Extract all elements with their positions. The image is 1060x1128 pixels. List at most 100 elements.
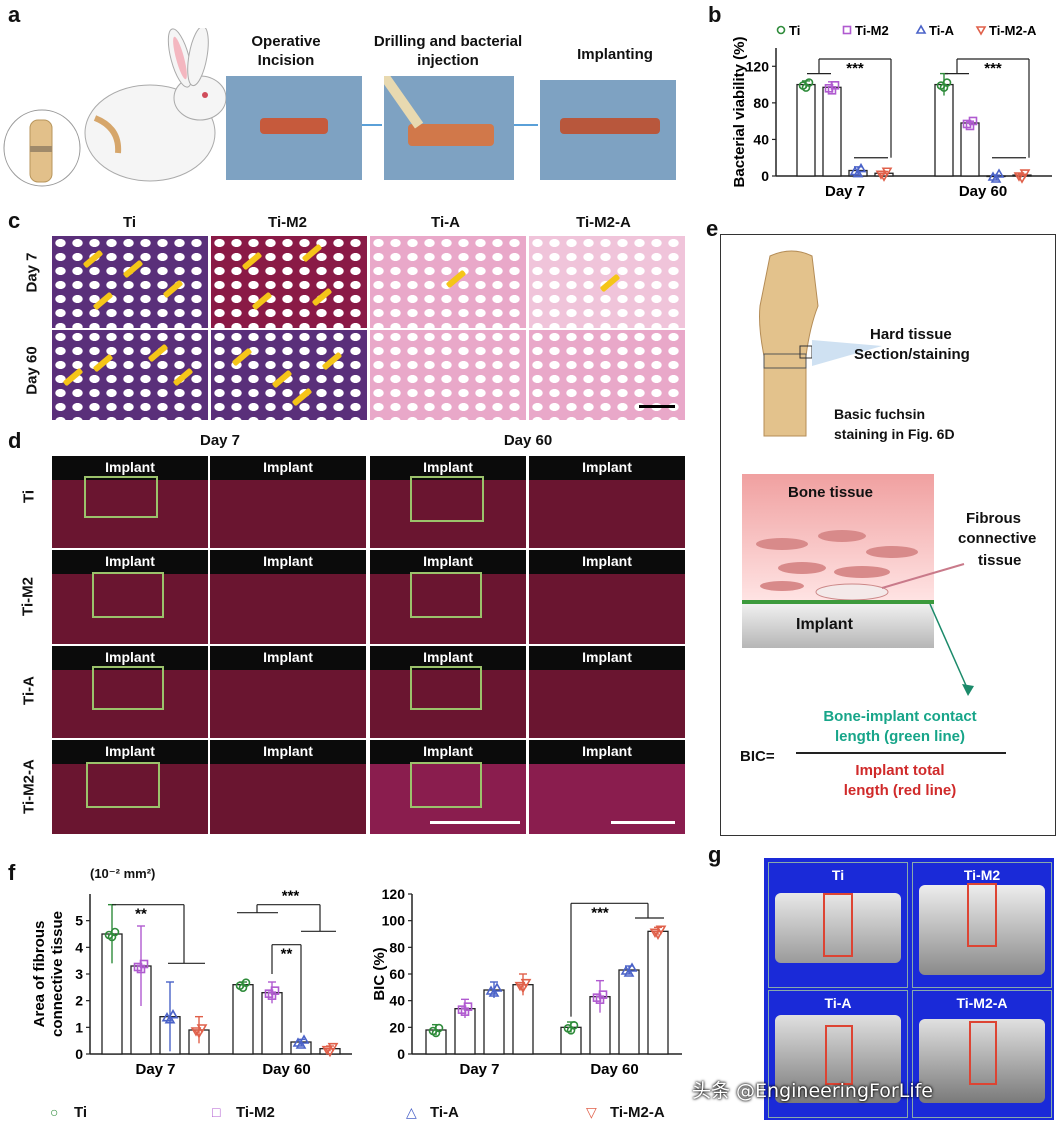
legend-marker bbox=[776, 25, 786, 35]
data-point bbox=[965, 121, 975, 131]
bone-ti-m2-day7-zoom: Implant bbox=[210, 550, 366, 644]
y-axis-label: Bacterial viability (%) bbox=[731, 37, 748, 188]
e-numerator-2: length (green line) bbox=[834, 728, 965, 745]
bone-ti-a-day7-zoom: Implant bbox=[210, 646, 366, 738]
arrow-step-2 bbox=[514, 124, 538, 126]
e-hard-tissue: Hard tissue bbox=[870, 326, 952, 343]
x-tick-label: Day 60 bbox=[590, 1061, 638, 1078]
e-implant: Implant bbox=[796, 616, 853, 633]
data-point bbox=[514, 981, 526, 992]
bar bbox=[647, 930, 669, 1055]
arrow-step-1 bbox=[362, 124, 382, 126]
legend-ti-a: Ti-A bbox=[430, 1104, 459, 1121]
e-staining-fig: staining in Fig. 6D bbox=[834, 426, 955, 442]
histology-ti-m2-day7 bbox=[211, 236, 367, 328]
e-denominator-1: Implant total bbox=[855, 762, 945, 779]
y-tick-label: 20 bbox=[389, 1019, 405, 1035]
data-point bbox=[566, 1026, 576, 1035]
e-numerator-1: Bone-implant contact bbox=[823, 708, 977, 725]
histology-ti-m2-day60 bbox=[211, 330, 367, 420]
data-point bbox=[190, 1027, 202, 1037]
data-point bbox=[649, 928, 661, 938]
d-row-ti: Ti bbox=[20, 489, 38, 504]
rabbit-illustration bbox=[3, 28, 227, 187]
y-tick-label: 1 bbox=[75, 1019, 83, 1035]
y-tick-label: 60 bbox=[389, 966, 405, 982]
fraction-bar bbox=[796, 752, 1006, 754]
data-point bbox=[626, 962, 638, 972]
panel-label-c: c bbox=[8, 208, 21, 233]
green-contact-line bbox=[742, 600, 934, 604]
data-point bbox=[939, 83, 949, 92]
bone-ti-m2-a-day60-overview: Implant bbox=[370, 740, 526, 834]
y-tick-label: 0 bbox=[75, 1046, 83, 1062]
legend-marker bbox=[842, 25, 852, 35]
data-point bbox=[136, 964, 146, 974]
sig-label: ** bbox=[281, 946, 293, 963]
y-tick-label: 80 bbox=[753, 95, 769, 111]
photo-implanting bbox=[540, 80, 676, 180]
micro-ct-ti-a: Ti-A bbox=[768, 990, 908, 1118]
data-point bbox=[1019, 169, 1031, 179]
x-tick-label: Day 60 bbox=[262, 1061, 310, 1078]
bottom-legend: ○ Ti □ Ti-M2 △ Ti-A ▽ Ti-M2-A bbox=[20, 1104, 700, 1124]
data-point bbox=[491, 982, 503, 992]
chart-fibrous-area: 0 1 2 3 4 5 Area of fibrous connective tissue Da… bbox=[31, 888, 352, 1078]
y-tick-label: 0 bbox=[761, 168, 769, 184]
data-point bbox=[520, 978, 532, 989]
data-point bbox=[827, 86, 837, 95]
histology-ti-m2-a-day60 bbox=[529, 330, 685, 420]
x-tick-label: Day 7 bbox=[459, 1061, 499, 1078]
bone-ti-a-day60-zoom: Implant bbox=[529, 646, 685, 738]
e-fibrous-3: tissue bbox=[978, 552, 1022, 569]
histology-ti-day7 bbox=[52, 236, 208, 328]
data-point bbox=[267, 991, 277, 1000]
y-tick-label: 40 bbox=[389, 993, 405, 1009]
c-row-day60: Day 60 bbox=[23, 346, 41, 395]
data-point bbox=[327, 1042, 339, 1053]
data-point bbox=[875, 170, 887, 180]
c-col-ti: Ti bbox=[122, 214, 137, 231]
y-tick-label: 4 bbox=[75, 939, 83, 955]
x-tick-label: Day 60 bbox=[959, 183, 1007, 200]
d-header-day60: Day 60 bbox=[503, 432, 553, 449]
bone-ti-a-day60-overview: Implant bbox=[370, 646, 526, 738]
data-point bbox=[488, 987, 500, 997]
histology-ti-day60 bbox=[52, 330, 208, 420]
e-section-staining: Section/staining bbox=[854, 346, 970, 363]
legend-ti-m2-a-icon: ▽ bbox=[586, 1104, 597, 1120]
data-point bbox=[855, 162, 867, 173]
bar bbox=[796, 83, 816, 177]
panel-label-g: g bbox=[708, 842, 722, 867]
data-point bbox=[852, 167, 864, 178]
bic-schematic-frame bbox=[720, 234, 1056, 836]
data-point bbox=[655, 925, 667, 935]
data-point bbox=[167, 1009, 179, 1019]
callout-wedge bbox=[812, 340, 882, 366]
panel-label-a: a bbox=[8, 2, 21, 27]
y-tick-label: 5 bbox=[75, 913, 83, 929]
sig-label: *** bbox=[846, 60, 864, 77]
e-fibrous-1: Fibrous bbox=[966, 510, 1021, 527]
e-denominator-2: length (red line) bbox=[843, 782, 957, 799]
data-point bbox=[623, 967, 635, 977]
step-implanting: Implanting bbox=[577, 46, 653, 63]
data-point bbox=[164, 1014, 176, 1024]
data-point bbox=[321, 1045, 333, 1056]
panel-label-b: b bbox=[708, 2, 722, 27]
bone-ti-day7-overview: Implant bbox=[52, 456, 208, 548]
c-row-day7: Day 7 bbox=[23, 252, 41, 293]
legend-marker bbox=[915, 24, 927, 34]
c-col-ti-m2: Ti-M2 bbox=[268, 214, 307, 231]
bar bbox=[822, 86, 842, 177]
photo-drilling bbox=[384, 76, 514, 180]
data-point bbox=[990, 173, 1002, 183]
bone-ti-a-day7-overview: Implant bbox=[52, 646, 208, 738]
data-point bbox=[595, 995, 605, 1004]
legend-ti-a-icon: △ bbox=[406, 1104, 417, 1120]
data-point bbox=[993, 168, 1005, 178]
bone-ti-m2-a-day7-zoom: Implant bbox=[210, 740, 366, 834]
panel-label-f: f bbox=[8, 860, 16, 885]
y-tick-label: 0 bbox=[397, 1046, 405, 1062]
